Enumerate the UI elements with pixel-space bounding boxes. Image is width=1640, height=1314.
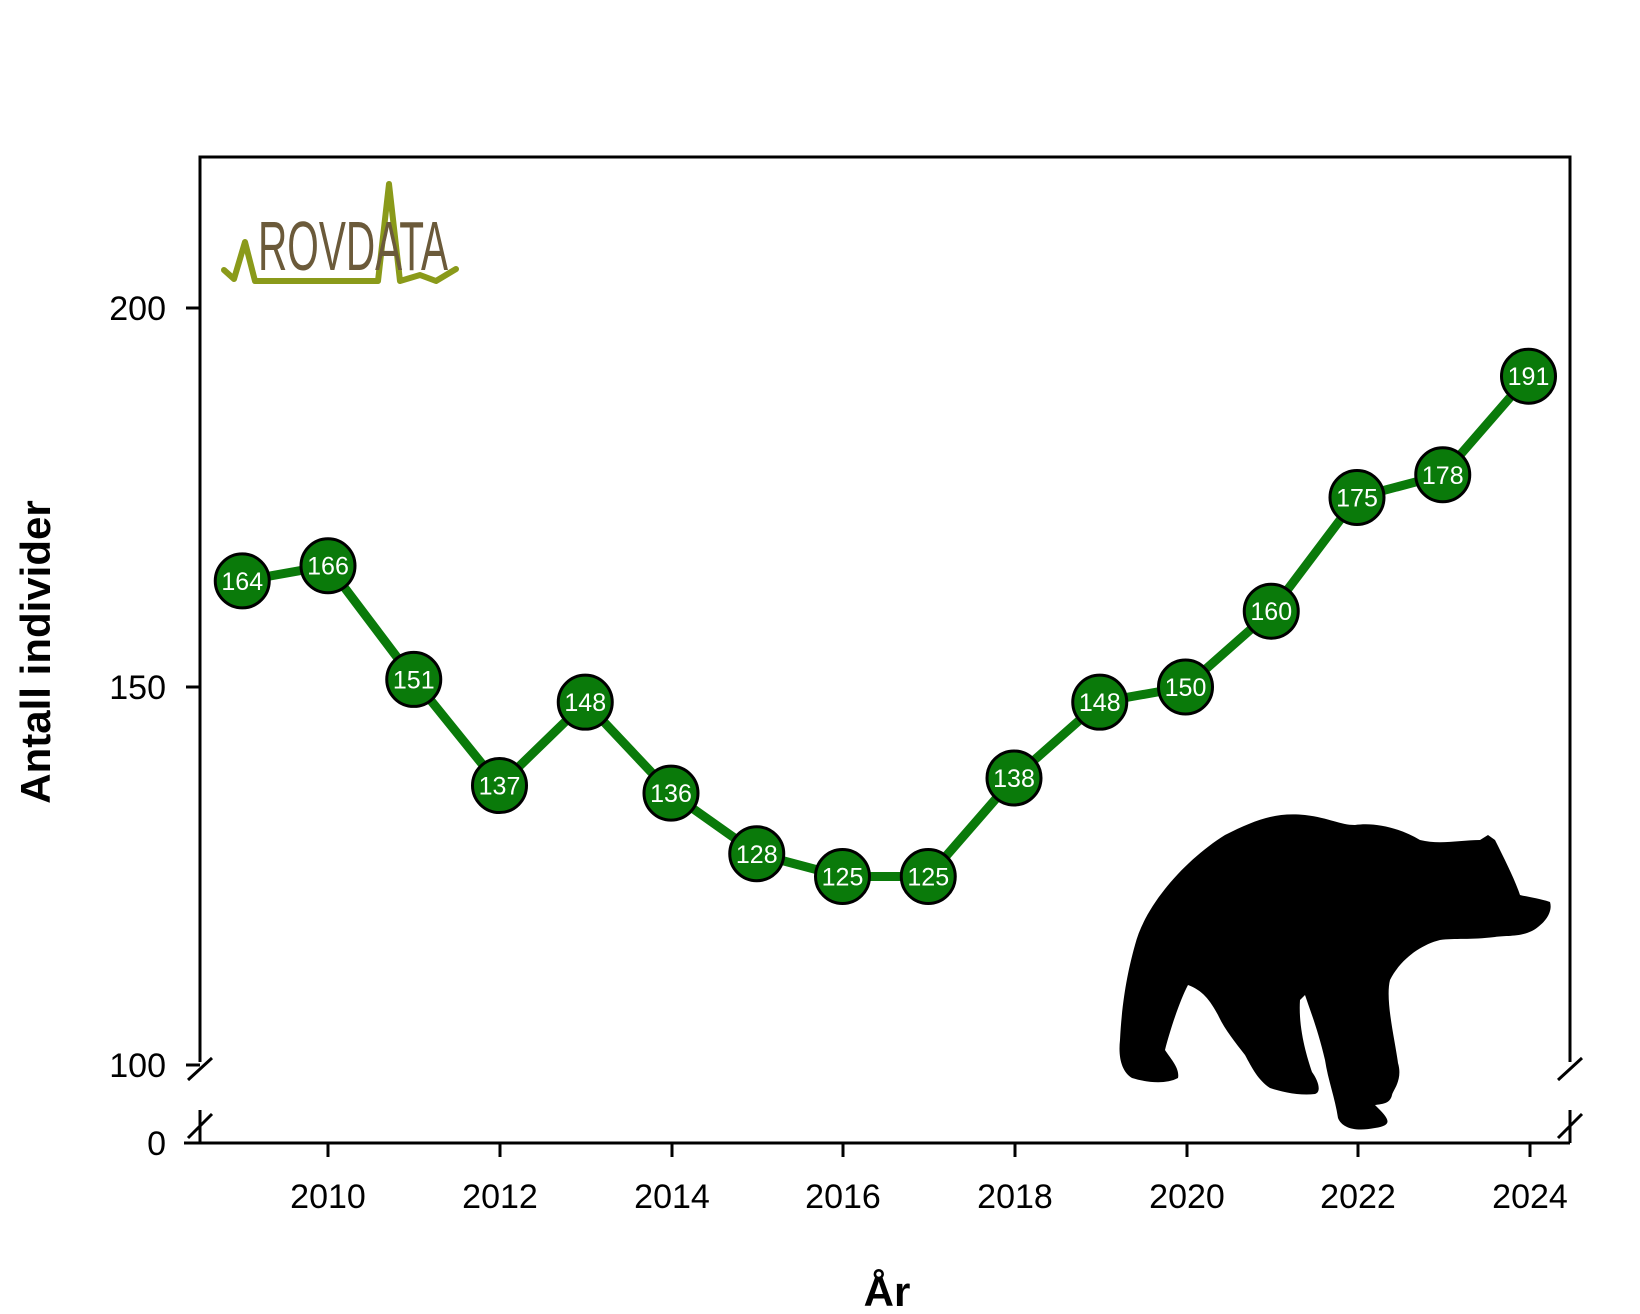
axis-break-right-top	[1556, 1056, 1584, 1082]
axis-break-right-bottom	[1556, 1112, 1584, 1140]
y-axis: 200 150 100 0	[109, 290, 200, 1163]
data-label: 125	[907, 864, 949, 892]
data-label: 151	[393, 666, 435, 694]
data-point-marker	[1242, 582, 1300, 640]
data-point: 148	[556, 673, 614, 731]
data-point-marker	[814, 848, 871, 905]
data-point-marker	[1157, 658, 1214, 716]
logo-text: ROVDATA	[258, 207, 448, 285]
data-point: 178	[1414, 446, 1472, 504]
data-label: 125	[822, 864, 864, 892]
data-point: 166	[299, 537, 357, 595]
x-tick-label: 2010	[290, 1178, 366, 1216]
x-tick-label: 2014	[634, 1178, 710, 1216]
data-point-marker	[1071, 673, 1129, 731]
x-tick-label: 2024	[1492, 1178, 1568, 1216]
data-point: 160	[1242, 582, 1300, 640]
data-point: 128	[728, 825, 786, 883]
y-axis-title: Antall individer	[12, 500, 59, 803]
data-point-marker	[985, 749, 1043, 807]
data-label: 136	[650, 780, 692, 808]
data-label: 138	[993, 765, 1035, 793]
x-axis: 2010 2012 2014 2016 2018 2020 2022 2024	[290, 1143, 1568, 1216]
data-point-marker	[1500, 347, 1557, 405]
data-point-marker	[299, 537, 357, 595]
x-tick-label: 2022	[1320, 1178, 1396, 1216]
x-axis-title: År	[864, 1268, 911, 1314]
series-layer: 164 166 151 137 148 136 128 125 125 138 148 150 160 1…	[213, 347, 1557, 905]
logo-line-icon	[221, 181, 459, 284]
data-label: 178	[1422, 462, 1464, 490]
rovdata-logo: ROVDATA	[221, 181, 459, 285]
y-tick-label: 200	[109, 290, 166, 328]
data-point: 136	[642, 764, 700, 822]
data-label: 164	[221, 568, 263, 596]
data-label: 166	[307, 553, 349, 581]
data-label: 128	[736, 841, 778, 869]
data-point: 148	[1071, 673, 1129, 731]
data-point: 137	[471, 757, 528, 815]
data-point: 151	[385, 650, 443, 708]
data-label: 137	[479, 773, 521, 801]
data-point: 175	[1328, 469, 1386, 526]
data-point: 150	[1157, 658, 1214, 716]
x-tick-label: 2020	[1149, 1178, 1225, 1216]
axis-break-left-top	[186, 1056, 214, 1082]
data-point-marker	[213, 552, 271, 610]
data-label: 150	[1165, 674, 1207, 702]
data-label: 191	[1508, 363, 1550, 391]
plot-frame	[184, 155, 1584, 1145]
data-point-marker	[642, 764, 700, 822]
y-tick-label: 100	[109, 1047, 166, 1085]
data-label: 148	[1079, 689, 1121, 717]
data-label: 148	[564, 689, 606, 717]
data-points: 164 166 151 137 148 136 128 125 125 138 148 150 160 1…	[213, 347, 1557, 905]
data-point-marker	[471, 757, 528, 815]
bear-silhouette-icon	[1119, 814, 1551, 1130]
data-point-marker	[899, 848, 957, 905]
data-label: 160	[1250, 598, 1292, 626]
data-point-marker	[1414, 446, 1472, 504]
series-line	[237, 371, 1533, 881]
data-point: 191	[1500, 347, 1557, 405]
data-point-marker	[385, 650, 443, 708]
data-point: 125	[814, 848, 871, 905]
data-point-marker	[1328, 469, 1386, 526]
x-tick-label: 2012	[462, 1178, 538, 1216]
data-point: 164	[213, 552, 271, 610]
y-tick-label: 150	[109, 669, 166, 707]
data-point: 125	[899, 848, 957, 905]
axis-break-left-bottom	[186, 1112, 214, 1140]
x-tick-label: 2018	[977, 1178, 1053, 1216]
data-point-marker	[728, 825, 786, 883]
y-tick-label: 0	[147, 1125, 166, 1163]
plot-frame-upper	[198, 155, 1572, 1062]
data-point-marker	[556, 673, 614, 731]
x-tick-label: 2016	[805, 1178, 881, 1216]
data-label: 175	[1336, 485, 1378, 513]
data-point: 138	[985, 749, 1043, 807]
